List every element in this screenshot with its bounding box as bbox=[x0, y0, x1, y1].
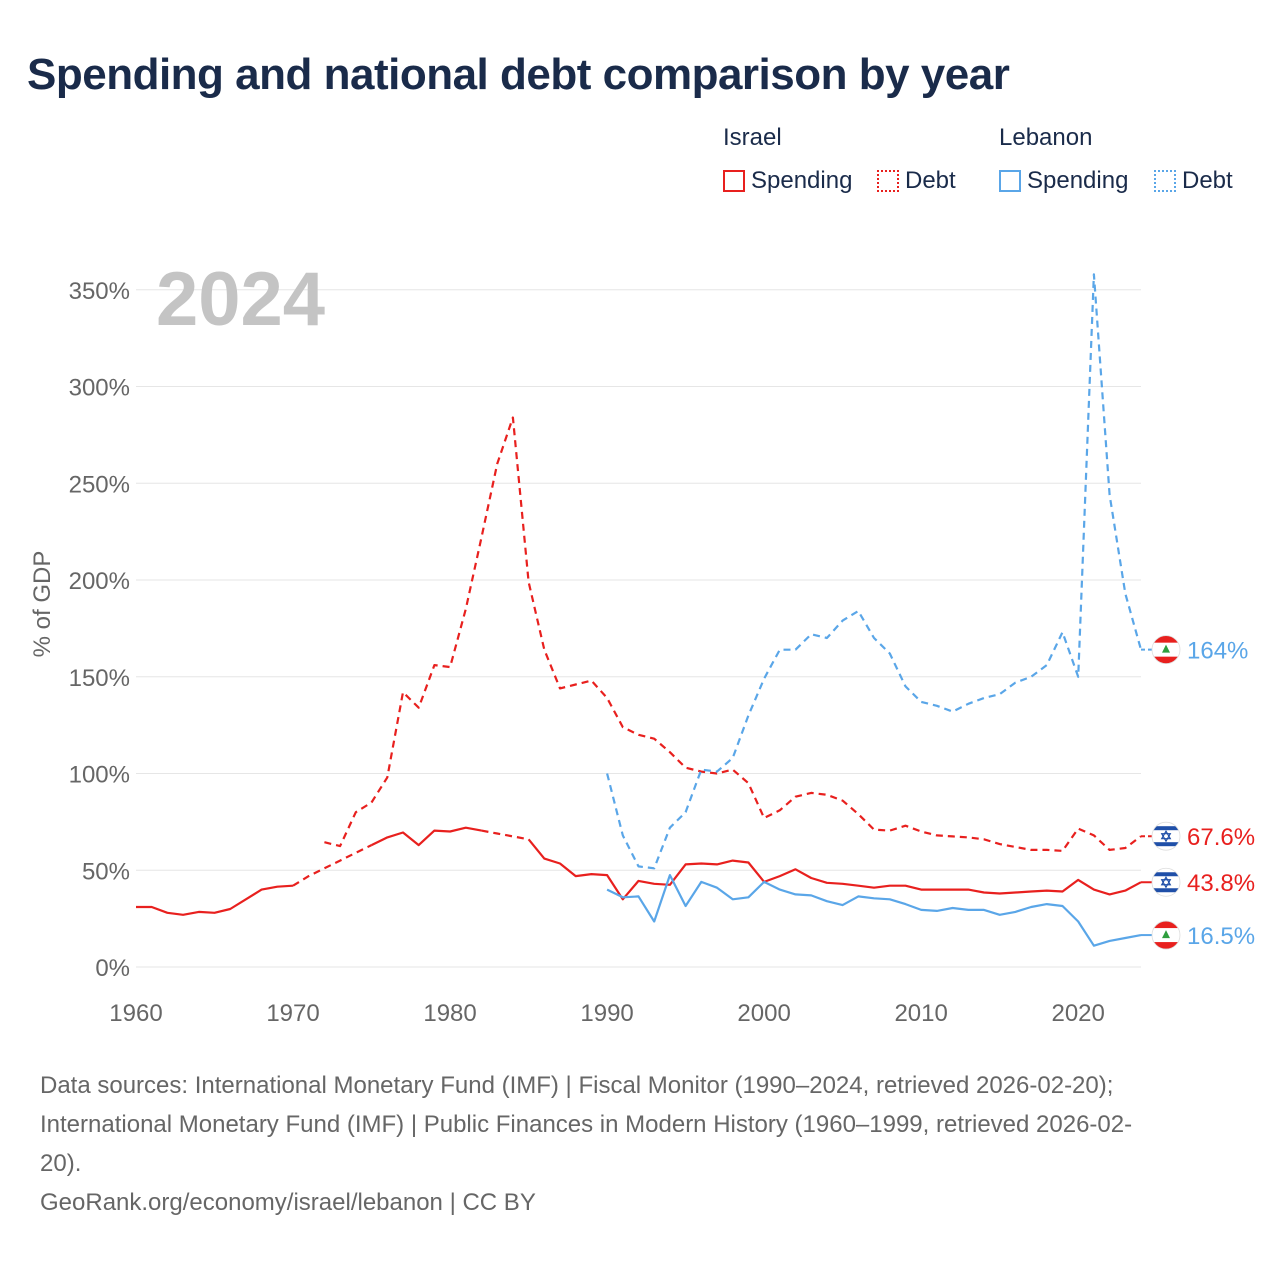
legend-lebanon-spending[interactable]: Spending bbox=[999, 166, 1128, 196]
lebanon-flag-icon bbox=[1151, 635, 1181, 665]
end-value-label: 16.5% bbox=[1187, 923, 1255, 950]
series-line-israel-spending-2 bbox=[371, 826, 482, 847]
lebanon-flag-icon bbox=[1151, 920, 1181, 950]
chart-title: Spending and national debt comparison by… bbox=[27, 50, 1010, 99]
x-tick-label: 1960 bbox=[109, 1000, 162, 1027]
series-line-israel-spending-0 bbox=[136, 884, 294, 916]
y-tick-label: 0% bbox=[95, 955, 130, 982]
series-line-lebanon-debt-0 bbox=[606, 273, 1143, 870]
x-tick-label: 2010 bbox=[894, 1000, 947, 1027]
legend-israel-spending[interactable]: Spending bbox=[723, 166, 852, 196]
y-tick-label: 50% bbox=[82, 858, 130, 885]
legend-israel-debt-swatch bbox=[877, 170, 899, 192]
x-axis-ticks: 1960 1970 1980 1990 2000 2010 2020 bbox=[109, 1000, 1105, 1027]
series-lines bbox=[136, 273, 1143, 947]
legend-lebanon-debt[interactable]: Debt bbox=[1154, 166, 1233, 196]
legend-lebanon-debt-swatch bbox=[1154, 170, 1176, 192]
end-value-label: 67.6% bbox=[1187, 824, 1255, 851]
end-value-label: 164% bbox=[1187, 638, 1248, 665]
series-line-lebanon-spending-0 bbox=[606, 874, 1142, 947]
y-tick-label: 150% bbox=[69, 665, 130, 692]
y-axis-ticks: 0% 50% 100% 150% 200% 250% 300% 350% bbox=[69, 278, 130, 982]
series-line-israel-spending-3 bbox=[481, 829, 529, 841]
legend-lebanon-spending-label: Spending bbox=[1027, 167, 1129, 194]
x-tick-label: 1970 bbox=[266, 1000, 319, 1027]
legend-israel-spending-swatch bbox=[723, 170, 745, 192]
y-tick-label: 250% bbox=[69, 471, 130, 498]
source-line-2: International Monetary Fund (IMF) | Publ… bbox=[40, 1111, 1133, 1138]
x-tick-label: 2000 bbox=[737, 1000, 790, 1027]
line-chart: 0%50%100%150%200%250%300%350% 1960 1970 19… bbox=[29, 257, 1255, 1027]
legend-israel-debt[interactable]: Debt bbox=[877, 166, 956, 196]
legend-group-israel: Israel bbox=[723, 124, 782, 151]
grid-lines bbox=[136, 289, 1141, 968]
legend-israel-debt-label: Debt bbox=[905, 167, 956, 194]
y-tick-label: 100% bbox=[69, 762, 130, 789]
legend-israel-spending-label: Spending bbox=[751, 167, 853, 194]
source-line-1: Data sources: International Monetary Fun… bbox=[40, 1072, 1114, 1099]
israel-flag-icon bbox=[1151, 867, 1181, 897]
series-line-israel-spending-1 bbox=[292, 844, 372, 887]
y-tick-label: 350% bbox=[69, 278, 130, 305]
series-line-israel-debt-0 bbox=[324, 416, 1142, 852]
end-labels: 43.8% 67.6% 16.5% 164% bbox=[1141, 635, 1255, 950]
legend-lebanon-spending-swatch bbox=[999, 170, 1021, 192]
x-tick-label: 2020 bbox=[1051, 1000, 1104, 1027]
y-tick-label: 300% bbox=[69, 375, 130, 402]
end-value-label: 43.8% bbox=[1187, 870, 1255, 897]
x-tick-label: 1980 bbox=[423, 1000, 476, 1027]
series-line-israel-spending-4 bbox=[527, 838, 1142, 901]
x-tick-label: 1990 bbox=[580, 1000, 633, 1027]
source-line-3: 20). bbox=[40, 1150, 82, 1177]
legend-group-lebanon: Lebanon bbox=[999, 124, 1093, 151]
y-axis-label: % of GDP bbox=[29, 551, 56, 658]
year-watermark: 2024 bbox=[156, 257, 325, 342]
legend-lebanon-debt-label: Debt bbox=[1182, 167, 1233, 194]
y-tick-label: 200% bbox=[69, 568, 130, 595]
source-credit[interactable]: GeoRank.org/economy/israel/lebanon | CC … bbox=[40, 1189, 536, 1216]
israel-flag-icon bbox=[1151, 821, 1181, 851]
